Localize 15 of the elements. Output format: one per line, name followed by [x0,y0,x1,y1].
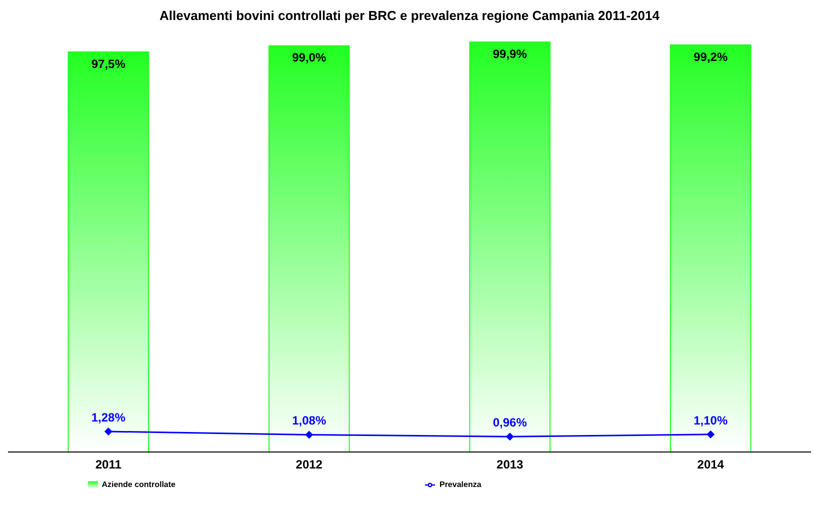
data-label: 1,28% [91,410,126,424]
x-tick-label: 2014 [697,458,724,472]
data-label: 1,08% [292,414,326,428]
data-label: 99,0% [292,50,326,65]
data-label: 99,9% [492,47,528,61]
chart-title: Allevamenti bovini controllati per BRC e prevalenza regione Campania 2011-2014 [158,8,660,25]
legend-label: Aziende controllate [102,480,176,490]
x-tick-label: 2013 [496,458,524,472]
data-label: 0,96% [492,416,528,430]
legend-label: Prevalenza [439,480,482,490]
data-label: 1,10% [694,413,728,428]
data-label: 99,2% [694,50,728,64]
x-tick-label: 2011 [95,458,122,472]
data-label: 97,5% [91,56,126,71]
x-tick-label: 2012 [296,458,323,472]
